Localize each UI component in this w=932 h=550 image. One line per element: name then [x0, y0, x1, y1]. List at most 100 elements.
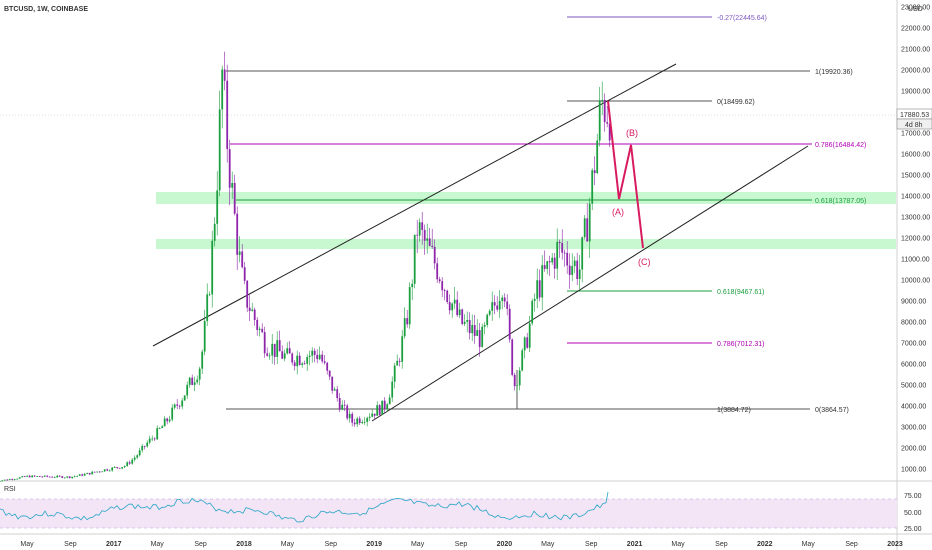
price-tick-label: 9000.00: [901, 299, 926, 306]
candle-body: [186, 384, 189, 396]
candle-body: [598, 100, 601, 141]
candle-body: [493, 302, 496, 306]
candle-body: [158, 427, 161, 429]
candle-body: [523, 337, 526, 351]
rsi-tick: 25.00: [904, 526, 922, 533]
candle-body: [553, 257, 556, 269]
time-tick-label: May: [671, 541, 685, 548]
candle-body: [556, 241, 559, 269]
candle-body: [548, 261, 551, 263]
candle-body: [318, 354, 321, 360]
rsi-band: [0, 499, 897, 528]
candle-body: [201, 351, 204, 369]
candle-body: [68, 476, 71, 478]
candle-body: [1, 480, 4, 482]
candle-body: [258, 328, 261, 330]
candle-body: [396, 360, 399, 366]
candle-body: [561, 243, 564, 253]
time-axis[interactable]: May Sep 2017 May Sep 2018 May Sep 2019 May Sep 2020…: [20, 541, 903, 548]
channel-lower-line[interactable]: [371, 145, 809, 422]
candle-body: [508, 308, 511, 340]
fib-label: 0.618(13787.05): [815, 198, 866, 205]
candle-body: [558, 241, 561, 244]
candle-body: [176, 404, 179, 406]
wave-label-b: (B): [626, 128, 638, 138]
candle-body: [133, 457, 136, 460]
candle-body: [46, 475, 49, 477]
candle-body: [471, 324, 474, 334]
countdown-value: 4d 8h: [905, 122, 923, 129]
candle-body: [483, 325, 486, 327]
channel-upper-line[interactable]: [152, 63, 677, 347]
candle-body: [28, 475, 31, 478]
candle-body: [506, 301, 509, 309]
fib-label: 0.618(9467.61): [717, 289, 764, 296]
candle-body: [206, 294, 209, 322]
candle-body: [403, 318, 406, 337]
price-tick-label: 13000.00: [901, 215, 930, 222]
candle-body: [581, 237, 584, 270]
candle-body: [376, 405, 379, 416]
candle-body: [78, 474, 81, 476]
candle-body: [266, 353, 269, 356]
price-tick-label: 5000.00: [901, 383, 926, 390]
candle-body: [116, 467, 119, 468]
fib-label: 1(3884.72): [717, 407, 751, 414]
candle-body: [38, 476, 41, 477]
candle-body: [281, 351, 284, 359]
candle-body: [121, 467, 124, 469]
candle-body: [473, 324, 476, 336]
candle-body: [123, 466, 126, 468]
time-tick-label: May: [151, 541, 165, 548]
candle-body: [516, 385, 519, 387]
time-tick-label: 2023: [887, 541, 903, 548]
candle-body: [296, 355, 299, 367]
candle-body: [243, 267, 246, 281]
fib-lines: [226, 16, 812, 410]
candle-body: [593, 170, 596, 174]
candle-body: [128, 462, 131, 464]
wave-label-a: (A): [612, 207, 624, 217]
candle-body: [428, 238, 431, 246]
candle-body: [603, 100, 606, 123]
candle-body: [526, 337, 529, 348]
candle-body: [31, 475, 34, 478]
candle-body: [53, 477, 56, 479]
wave-projection-path[interactable]: [607, 100, 644, 249]
price-tick-label: 11000.00: [901, 257, 930, 264]
candle-body: [381, 400, 384, 415]
fib-label: 0(3864.57): [815, 407, 849, 414]
candle-body: [568, 265, 571, 275]
candle-body: [378, 405, 381, 415]
candle-body: [341, 404, 344, 410]
candle-body: [488, 310, 491, 315]
candle-body: [308, 355, 311, 358]
candle-body: [86, 472, 89, 474]
candle-body: [336, 389, 339, 399]
candle-body: [388, 397, 391, 405]
candle-body: [578, 269, 581, 280]
candle-body: [126, 462, 129, 467]
candle-body: [33, 475, 36, 477]
candle-body: [576, 260, 579, 280]
candle-body: [191, 377, 194, 385]
candle-body: [546, 261, 549, 269]
candle-body: [83, 473, 86, 476]
candle-body: [81, 474, 84, 476]
price-tick-label: 22000.00: [901, 26, 930, 33]
candle-body: [298, 355, 301, 365]
candle-body: [193, 382, 196, 385]
candle-body: [178, 405, 181, 407]
candle-body: [353, 422, 356, 425]
candle-body: [426, 238, 429, 241]
candle-body: [291, 353, 294, 363]
price-tick-label: 15000.00: [901, 173, 930, 180]
candle-body: [101, 471, 104, 473]
candle-body: [93, 471, 96, 473]
candle-body: [543, 265, 546, 269]
candle-body: [66, 476, 69, 478]
rsi-label: RSI: [4, 486, 16, 493]
candle-body: [313, 350, 316, 355]
